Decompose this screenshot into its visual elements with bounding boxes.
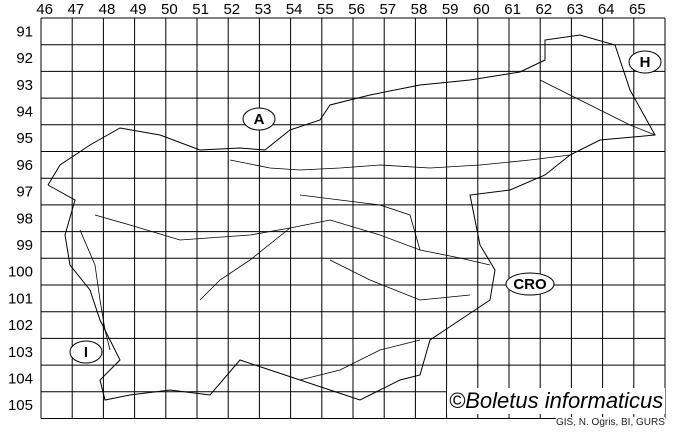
column-label: 49 (130, 1, 147, 18)
country-label-croatia: CRO (513, 276, 547, 293)
column-label: 60 (473, 1, 490, 18)
column-label: 58 (411, 1, 428, 18)
column-label: 63 (567, 1, 584, 18)
column-label: 62 (535, 1, 552, 18)
credit-text: GIS, N. Ogris, BI, GURS (556, 417, 665, 428)
country-label-italy: I (84, 344, 88, 361)
row-label: 103 (8, 344, 33, 361)
row-label: 92 (16, 50, 33, 67)
column-label: 46 (36, 1, 53, 18)
column-label: 54 (286, 1, 303, 18)
column-label: 56 (348, 1, 365, 18)
row-label: 100 (8, 264, 33, 281)
column-label: 51 (192, 1, 209, 18)
column-label: 53 (255, 1, 272, 18)
row-label: 93 (16, 77, 33, 94)
country-marker-italy (69, 340, 103, 364)
row-label: 105 (8, 397, 33, 414)
copyright-text: ©Boletus informaticus (447, 388, 666, 414)
country-marker-croatia (505, 272, 555, 296)
row-label: 94 (16, 103, 33, 120)
river-kolpa (299, 339, 421, 381)
column-label: 48 (99, 1, 116, 18)
row-label: 101 (8, 290, 33, 307)
column-label: 61 (504, 1, 521, 18)
column-label: 50 (161, 1, 178, 18)
country-label-austria: A (254, 111, 265, 128)
row-label: 91 (16, 23, 33, 40)
river-krka (329, 259, 471, 301)
column-label: 47 (67, 1, 84, 18)
row-label: 102 (8, 317, 33, 334)
river-ljubljanica (199, 227, 291, 301)
country-marker-hungary (628, 50, 662, 74)
river-drava (229, 154, 571, 171)
column-label: 65 (629, 1, 646, 18)
column-label: 64 (598, 1, 615, 18)
row-label: 96 (16, 157, 33, 174)
column-label: 52 (223, 1, 240, 18)
column-label: 59 (442, 1, 459, 18)
row-label: 97 (16, 184, 33, 201)
column-label: 57 (379, 1, 396, 18)
river-soca (79, 229, 111, 351)
column-label: 55 (317, 1, 334, 18)
river-mura (539, 79, 656, 136)
row-label: 95 (16, 130, 33, 147)
row-label: 104 (8, 370, 33, 387)
country-label-hungary: H (640, 54, 651, 71)
row-label: 99 (16, 237, 33, 254)
river-sava (94, 214, 491, 266)
row-label: 98 (16, 210, 33, 227)
country-marker-austria (242, 107, 276, 131)
country-border (47, 34, 656, 401)
